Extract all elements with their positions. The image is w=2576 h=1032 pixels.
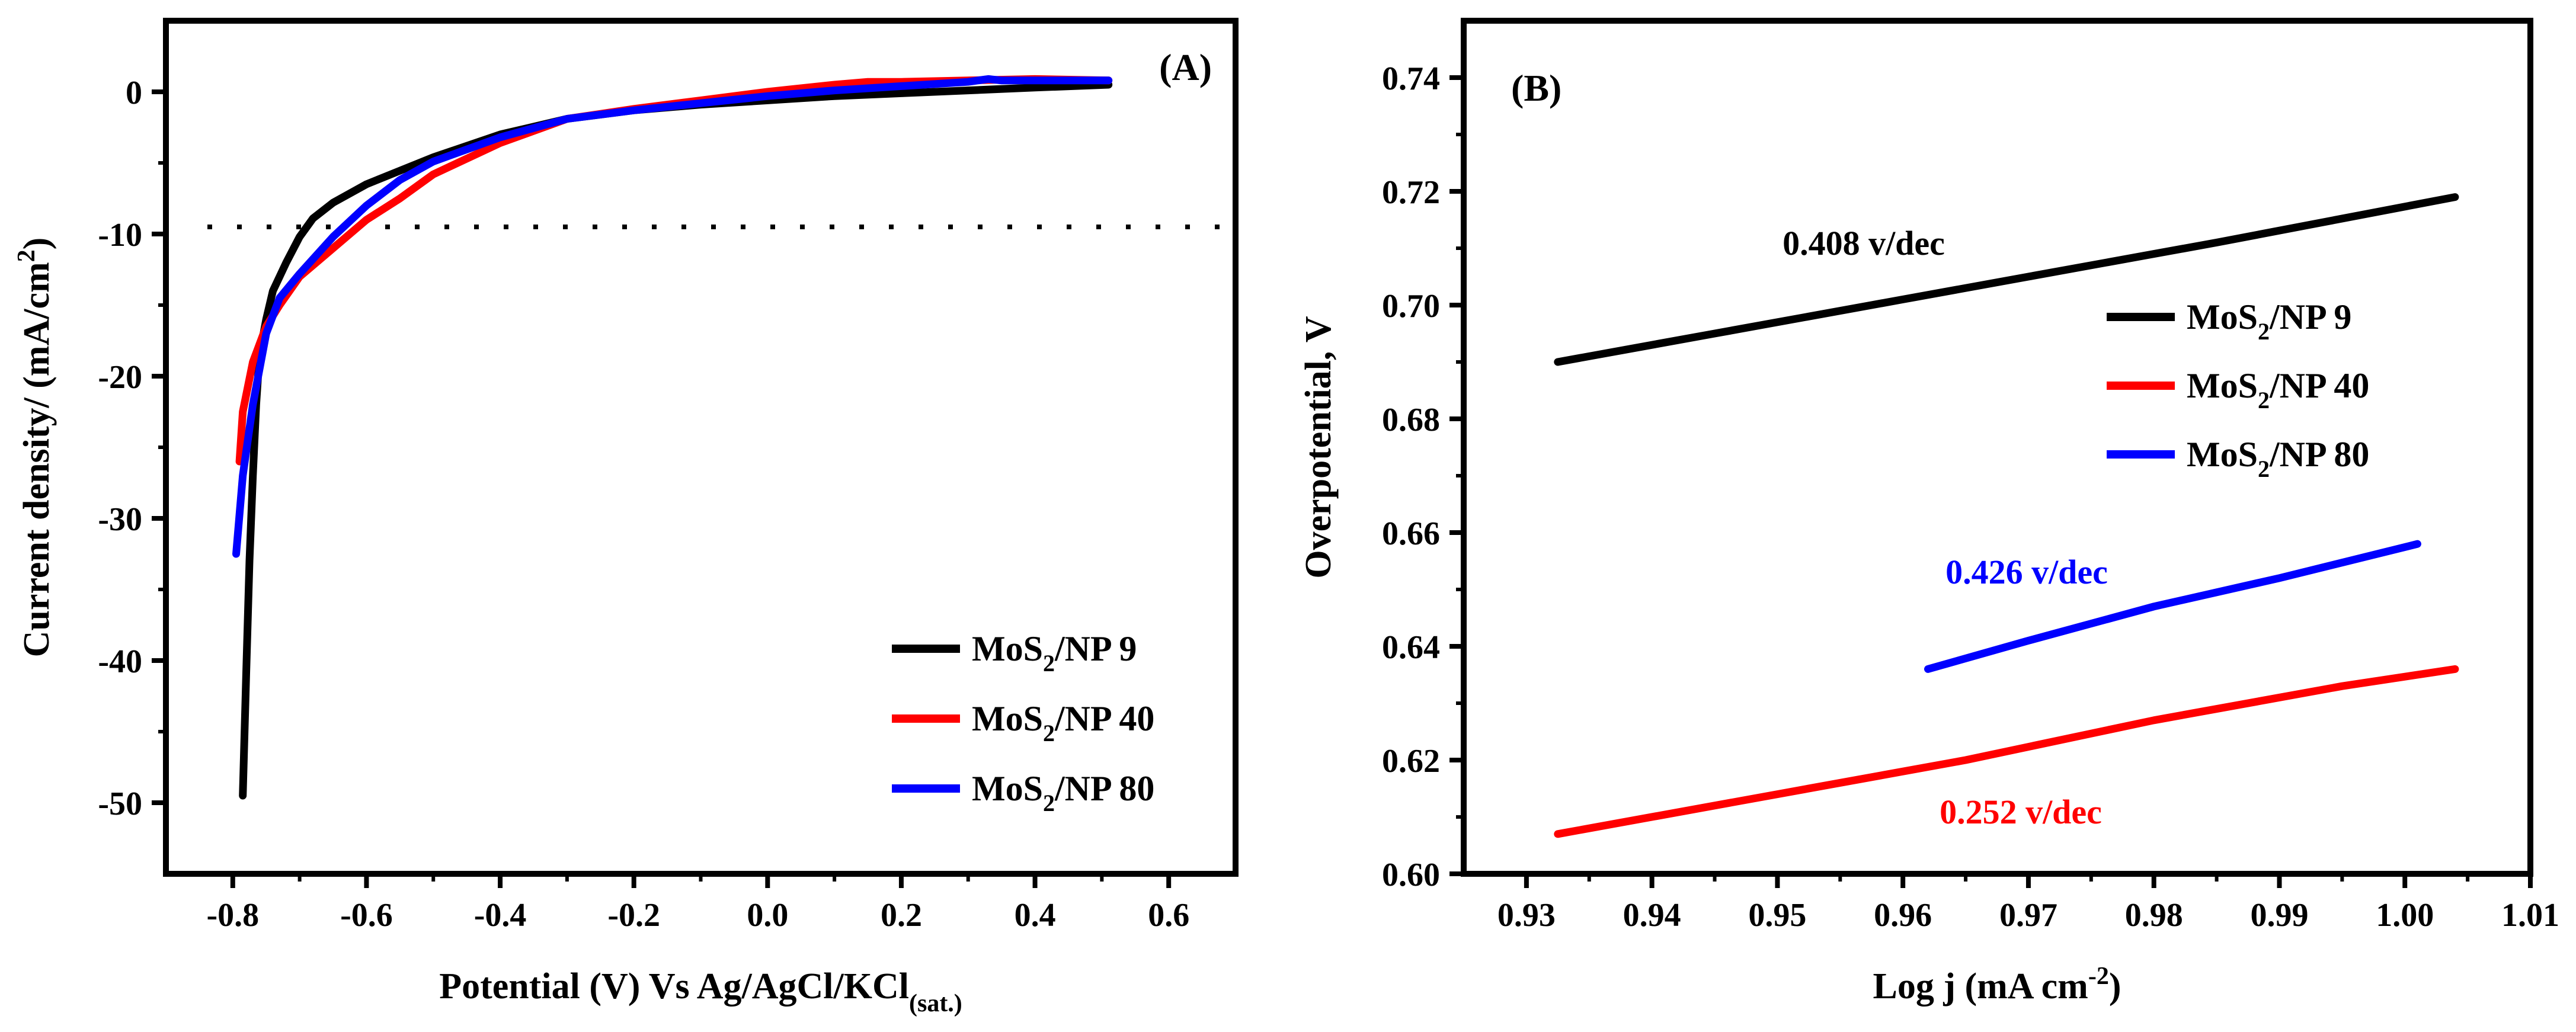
y-axis-title: Overpotential, V [1298,316,1339,578]
series-line [232,75,1113,558]
y-tick-label: 0.72 [1382,174,1440,211]
y-tick-label: -10 [98,217,142,254]
legend-label: MoS2/NP 9 [972,629,1137,677]
x-tick-label: 0.97 [1999,897,2057,934]
legend-label: MoS2/NP 9 [2187,297,2351,345]
x-tick-label: 0.99 [2250,897,2308,934]
x-tick-label: 1.00 [2376,897,2434,934]
x-tick-label: 0.96 [1874,897,1932,934]
y-tick-label: -30 [98,501,142,538]
series-line [239,81,1113,800]
legend-label: MoS2/NP 80 [972,769,1154,816]
y-tick-label: 0.74 [1382,60,1440,97]
y-tick-label: -40 [98,643,142,680]
x-axis-title: Log j (mA cm-2) [1873,963,2121,1007]
panel-label: (B) [1511,67,1561,109]
x-tick-label: 0.95 [1748,897,1806,934]
series-line [1554,193,2459,366]
x-tick-label: 0.94 [1623,897,1681,934]
plot-frame [163,18,1239,877]
x-tick-label: -0.4 [474,897,527,934]
y-tick-label: -20 [98,359,142,396]
panel-a: -0.8 -0.6 -0.4 -0.2 0.0 0.2 0.4 0.6 0 -10 -20 -30 -4… [13,18,1239,1017]
panel-b: 0.93 0.94 0.95 0.96 0.97 0.98 0.99 1.00 1.01 0.60… [1298,18,2559,1007]
x-tick-label: 0.6 [1148,897,1189,934]
y-tick-label: 0.68 [1382,402,1440,438]
y-tick-label: 0.62 [1382,743,1440,780]
series-line [1554,665,2459,838]
x-tick-label: 1.01 [2501,897,2559,934]
y-tick-label: 0.70 [1382,288,1440,325]
slope-label: 0.408 v/dec [1783,224,1945,262]
legend-label: MoS2/NP 80 [2187,435,2369,482]
slope-label: 0.426 v/dec [1945,553,2108,591]
x-tick-label: -0.8 [206,897,259,934]
x-tick-label: 0.0 [747,897,788,934]
plot-frame [1461,18,2533,877]
y-tick-label: 0 [126,75,142,111]
y-tick-label: -50 [98,786,142,822]
panel-label: (A) [1159,46,1212,88]
y-tick-label: 0.60 [1382,857,1440,893]
y-tick-label: 0.64 [1382,629,1440,666]
x-tick-label: -0.6 [340,897,393,934]
legend-label: MoS2/NP 40 [2187,366,2369,414]
slope-label: 0.252 v/dec [1940,793,2102,831]
series-line [1924,540,2421,673]
x-tick-label: -0.2 [607,897,660,934]
legend-label: MoS2/NP 40 [972,699,1154,746]
x-tick-label: 0.93 [1497,897,1556,934]
series-line [235,75,1113,466]
x-tick-label: 0.2 [881,897,922,934]
x-axis-title: Potential (V) Vs Ag/AgCl/KCl(sat.) [439,966,962,1017]
x-tick-label: 0.98 [2125,897,2183,934]
x-tick-label: 0.4 [1015,897,1056,934]
y-tick-label: 0.66 [1382,515,1440,552]
y-axis-title: Current density/ (mA/cm2) [13,238,57,658]
